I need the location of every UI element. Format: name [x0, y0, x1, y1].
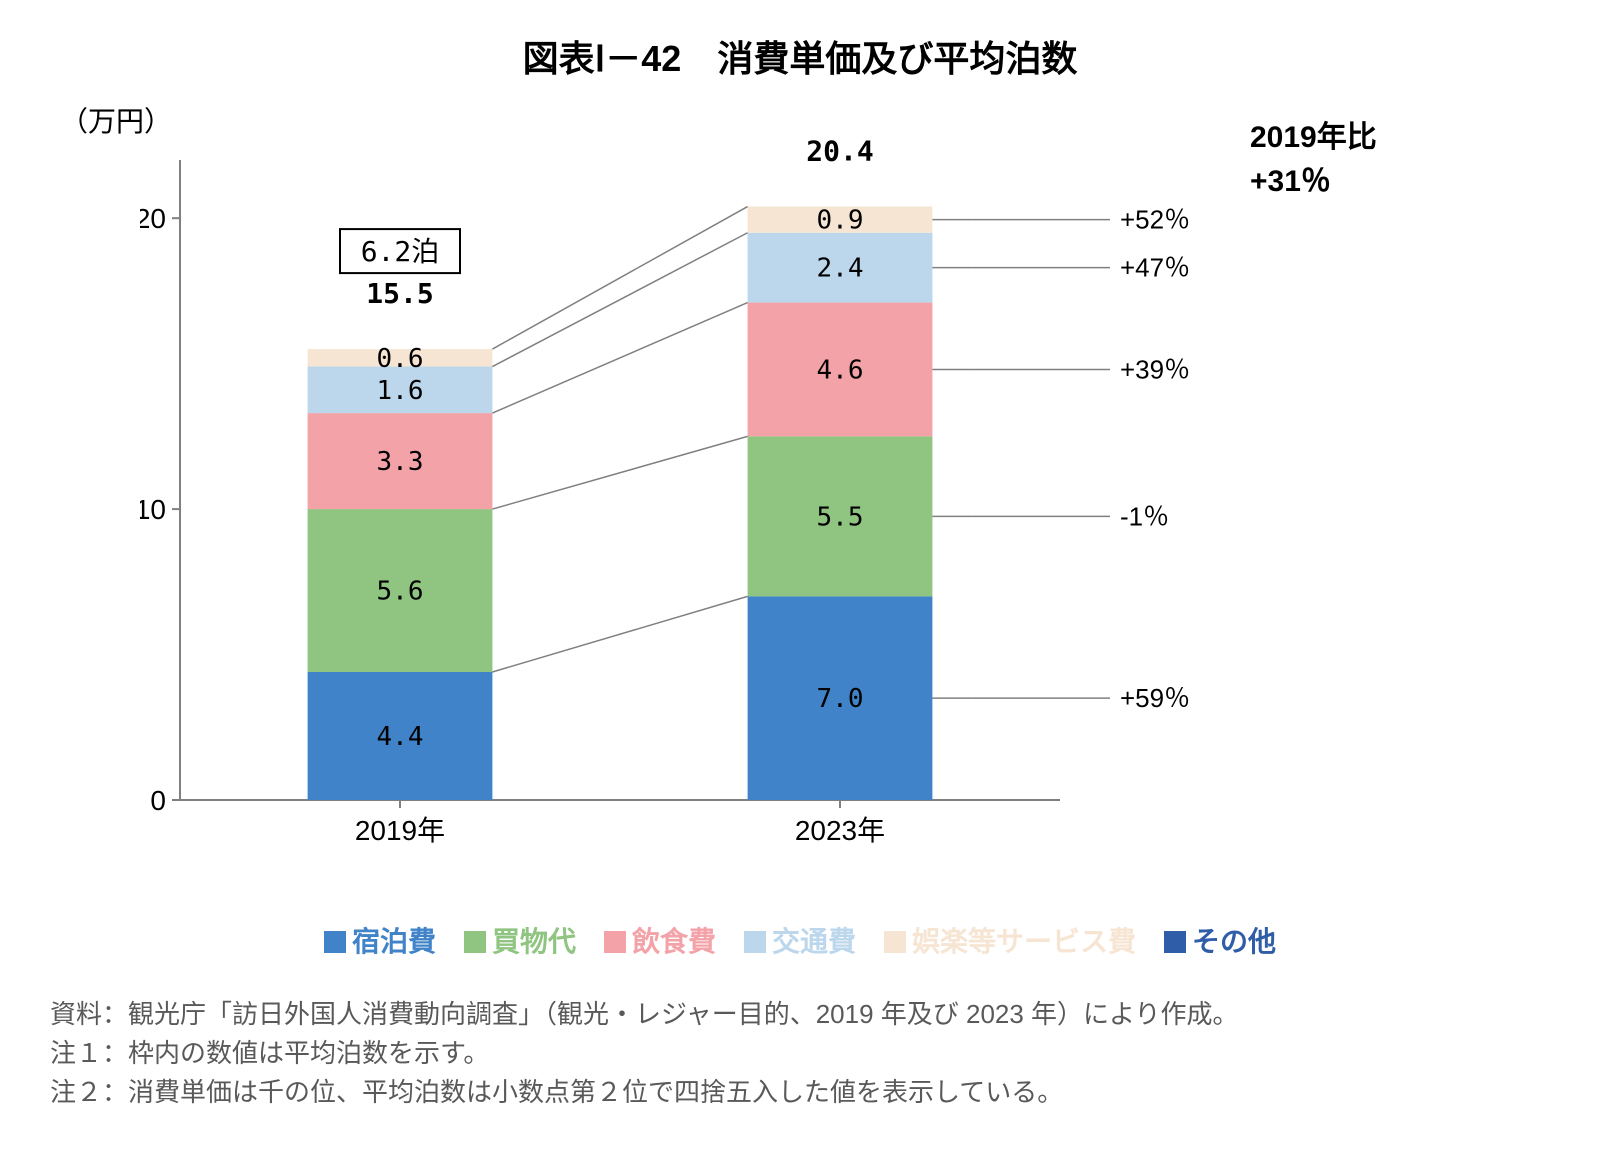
comparison-header: 2019年比 +31％ — [1250, 112, 1377, 200]
pct-change-label: +39％ — [1120, 354, 1190, 384]
segment-value: 1.6 — [377, 376, 424, 406]
pct-change-label: +47％ — [1120, 253, 1190, 283]
legend-swatch — [604, 931, 626, 953]
legend: 宿泊費 買物代 飲食費 交通費 娯楽等サービス費 その他 — [0, 920, 1600, 960]
legend-swatch — [1164, 931, 1186, 953]
legend-label: 買物代 — [492, 926, 576, 957]
connector-line — [492, 207, 747, 350]
connector-line — [492, 233, 747, 367]
legend-label: 飲食費 — [632, 926, 716, 957]
note-2: 注２：消費単価は千の位、平均泊数は小数点第２位で四捨五入した値を表示している。 — [50, 1073, 1580, 1112]
note-1: 注１：枠内の数値は平均泊数を示す。 — [50, 1034, 1580, 1073]
notes: 資料：観光庁「訪日外国人消費動向調査」（観光・レジャー目的、2019 年及び 2… — [50, 995, 1580, 1112]
chart-title: 図表Ⅰ－42 消費単価及び平均泊数 — [0, 30, 1600, 82]
pct-change-label: +52％ — [1120, 205, 1190, 235]
segment-value: 0.6 — [377, 344, 424, 374]
pct-change-label: -1％ — [1120, 501, 1169, 531]
segment-value: 3.3 — [377, 447, 424, 477]
svg-text:10: 10 — [140, 494, 166, 525]
legend-item: 交通費 — [744, 920, 856, 960]
legend-swatch — [324, 931, 346, 953]
bar-total: 15.5 — [366, 277, 433, 310]
segment-value: 2.4 — [817, 254, 864, 284]
y-axis-unit: （万円） — [60, 100, 172, 140]
legend-swatch — [464, 931, 486, 953]
x-tick-label: 2023年 — [795, 815, 885, 846]
legend-label: 娯楽等サービス費 — [912, 926, 1136, 957]
segment-value: 5.6 — [377, 577, 424, 607]
legend-item: 娯楽等サービス費 — [884, 920, 1136, 960]
connector-line — [492, 596, 747, 672]
svg-text:0: 0 — [150, 785, 166, 816]
connector-line — [492, 436, 747, 509]
segment-value: 4.4 — [377, 722, 424, 752]
legend-item: その他 — [1164, 920, 1276, 960]
legend-label: 交通費 — [772, 926, 856, 957]
segment-value: 0.9 — [817, 206, 864, 236]
legend-label: 宿泊費 — [352, 926, 436, 957]
legend-item: 買物代 — [464, 920, 576, 960]
bar-total: 20.4 — [806, 140, 873, 168]
pct-change-label: +59％ — [1120, 683, 1190, 713]
segment-value: 5.5 — [817, 502, 864, 532]
legend-item: 宿泊費 — [324, 920, 436, 960]
svg-text:20: 20 — [140, 203, 166, 234]
comparison-line1: 2019年比 — [1250, 112, 1377, 156]
legend-swatch — [884, 931, 906, 953]
x-tick-label: 2019年 — [355, 815, 445, 846]
segment-value: 4.6 — [817, 355, 864, 385]
source-note: 資料：観光庁「訪日外国人消費動向調査」（観光・レジャー目的、2019 年及び 2… — [50, 995, 1580, 1034]
legend-swatch — [744, 931, 766, 953]
legend-label: その他 — [1192, 926, 1276, 957]
comparison-line2: +31％ — [1250, 156, 1377, 200]
stacked-bar-chart: 0 10 20 4.4 5.6 3.3 1.60.6 15.5 6.2泊 2019年 7.0 5.5 4… — [140, 140, 1220, 860]
legend-item: 飲食費 — [604, 920, 716, 960]
nights-value: 6.2泊 — [361, 235, 440, 268]
segment-value: 7.0 — [817, 684, 864, 714]
connector-line — [492, 303, 747, 414]
